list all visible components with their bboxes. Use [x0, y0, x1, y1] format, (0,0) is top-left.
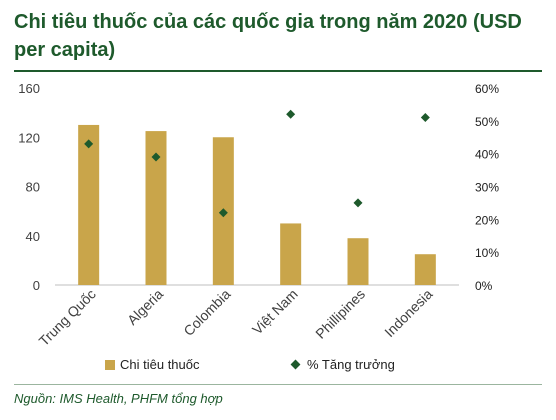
- y-left-tick-label: 160: [18, 81, 40, 96]
- chart-title: Chi tiêu thuốc của các quốc gia trong nă…: [14, 11, 522, 61]
- y-right-tick-label: 50%: [475, 115, 499, 129]
- growth-marker-indonesia: [420, 113, 430, 123]
- y-left-tick-label: 40: [26, 229, 40, 244]
- y-left-tick-label: 80: [26, 180, 40, 195]
- bar-việt-nam: [280, 223, 302, 285]
- x-tick-label: Việt Nam: [249, 286, 301, 338]
- growth-marker-colombia: [218, 208, 228, 218]
- y-right-tick-label: 10%: [475, 246, 499, 260]
- growth-marker-việt-nam: [286, 109, 296, 119]
- x-tick-label: Colombia: [180, 286, 233, 339]
- legend-bar-label: Chi tiêu thuốc: [120, 357, 200, 372]
- y-left-tick-label: 0: [33, 278, 40, 293]
- y-right-tick-label: 20%: [475, 213, 499, 227]
- y-right-tick-label: 40%: [475, 148, 499, 162]
- bar-trung-quốc: [78, 124, 100, 285]
- y-left-tick-label: 120: [18, 130, 40, 145]
- growth-marker-trung-quốc: [84, 139, 94, 149]
- x-tick-label: Algeria: [124, 286, 166, 328]
- bar-algeria: [145, 131, 167, 285]
- legend-item-marker: % Tăng trưởng: [290, 357, 395, 372]
- title-divider: [14, 70, 542, 72]
- growth-marker-phillipines: [353, 198, 363, 208]
- bar-phillipines: [347, 238, 369, 285]
- y-right-tick-label: 60%: [475, 82, 499, 96]
- source-divider: [14, 384, 542, 385]
- y-right-tick-label: 30%: [475, 181, 499, 195]
- legend-marker-label: % Tăng trưởng: [307, 357, 395, 372]
- y-right-tick-label: 0%: [475, 279, 493, 293]
- legend-item-bar: Chi tiêu thuốc: [105, 357, 200, 372]
- legend-marker-swatch: [290, 359, 301, 370]
- source-note: Nguồn: IMS Health, PHFM tổng hợp: [14, 391, 223, 406]
- growth-marker-algeria: [151, 152, 161, 162]
- legend-bar-swatch: [105, 359, 115, 370]
- x-tick-label: Phillipines: [312, 286, 368, 342]
- bar-indonesia: [414, 254, 436, 285]
- x-tick-label: Trung Quốc: [36, 286, 99, 349]
- x-tick-label: Indonesia: [381, 286, 435, 340]
- chart-legend: Chi tiêu thuốc % Tăng trưởng: [105, 357, 465, 375]
